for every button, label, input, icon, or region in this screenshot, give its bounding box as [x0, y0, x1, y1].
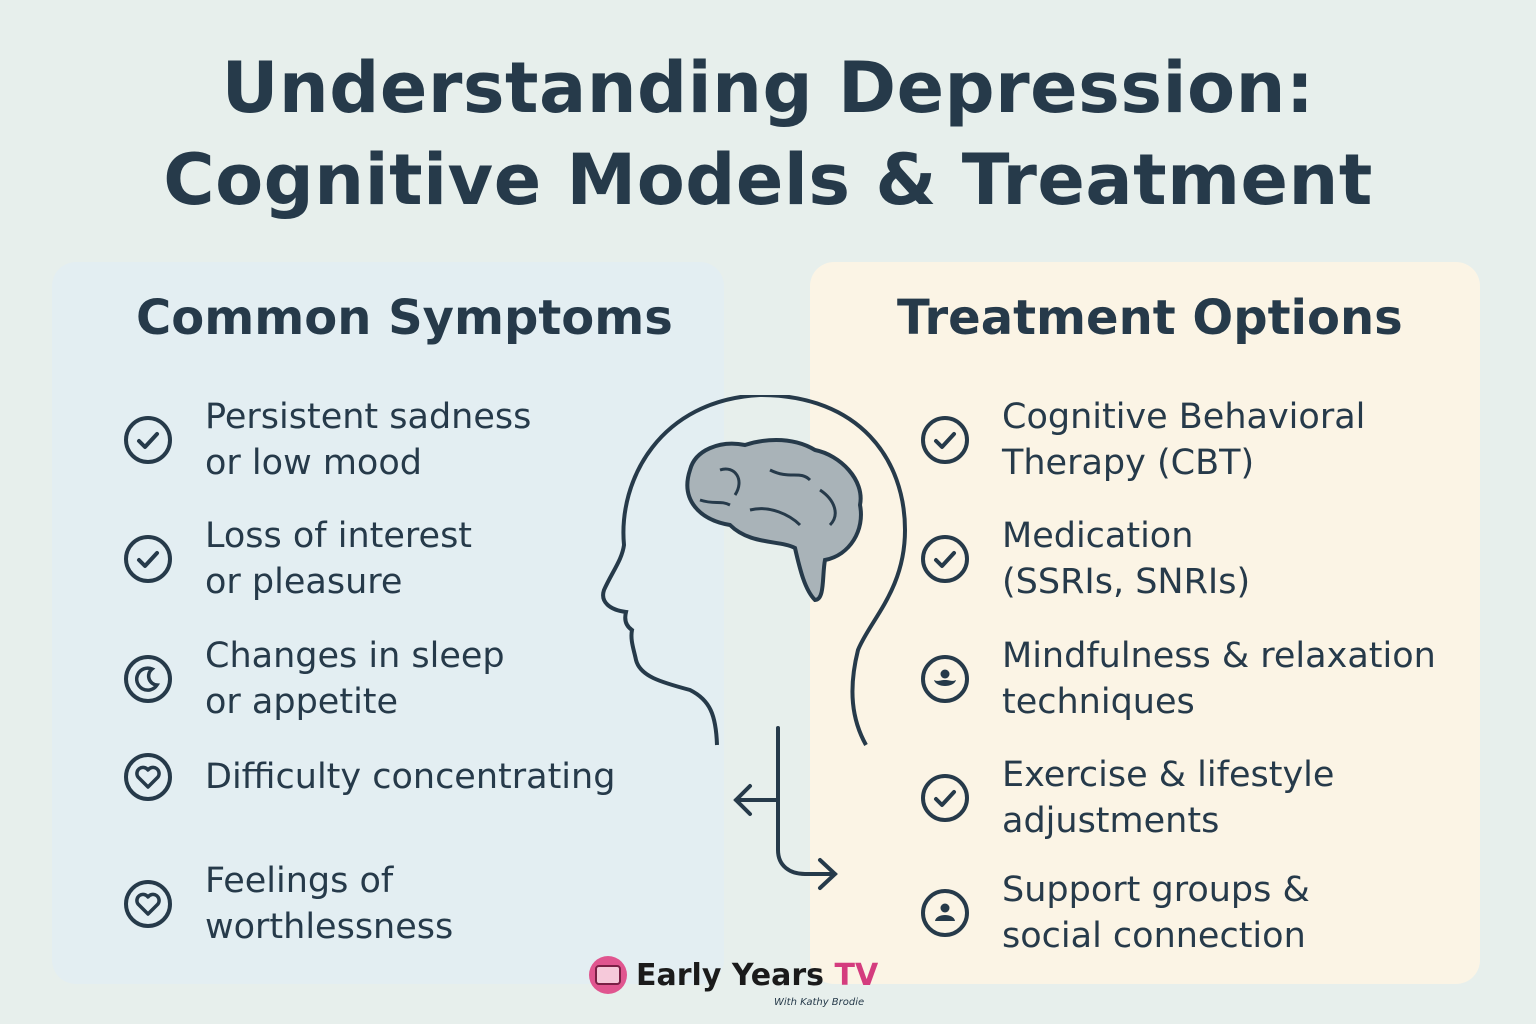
treatments-item: Support groups & social connection	[920, 867, 1310, 959]
item-line-1: Changes in sleep	[205, 636, 505, 676]
page-title: Understanding Depression: Cognitive Mode…	[0, 42, 1536, 226]
treatments-item: Mindfulness & relaxation techniques	[920, 633, 1436, 725]
logo-tv: TV	[834, 957, 879, 993]
title-line-2: Cognitive Models & Treatment	[163, 139, 1373, 221]
meditation-circle-icon	[920, 654, 970, 704]
item-line-2: or low mood	[205, 443, 422, 483]
logo-name: Early Years	[636, 957, 825, 993]
item-line-2: adjustments	[1002, 801, 1220, 841]
moon-circle-icon	[123, 654, 173, 704]
check-circle-icon	[920, 534, 970, 584]
item-line-1: Exercise & lifestyle	[1002, 755, 1335, 795]
head-outline-icon	[601, 395, 908, 746]
item-line-2: or pleasure	[205, 562, 403, 602]
check-circle-icon	[920, 773, 970, 823]
treatments-heading: Treatment Options	[897, 290, 1403, 346]
head-brain-illustration	[601, 395, 908, 890]
symptoms-item: Difficulty concentrating	[123, 752, 615, 802]
flow-arrow-icon	[733, 726, 838, 890]
item-line-2: (SSRIs, SNRIs)	[1002, 562, 1251, 602]
heart-circle-icon	[123, 879, 173, 929]
check-circle-icon	[123, 534, 173, 584]
title-line-1: Understanding Depression:	[221, 47, 1315, 129]
treatments-item: Medication (SSRIs, SNRIs)	[920, 513, 1250, 605]
item-line-2: worthlessness	[205, 907, 454, 947]
item-line-1: Difficulty concentrating	[205, 757, 616, 797]
item-line-2: techniques	[1002, 682, 1195, 722]
symptoms-item: Loss of interest or pleasure	[123, 513, 472, 605]
brain-icon	[685, 438, 863, 603]
item-line-1: Support groups &	[1002, 870, 1310, 910]
treatments-item: Cognitive Behavioral Therapy (CBT)	[920, 394, 1365, 486]
early-years-tv-logo: Early Years TV With Kathy Brodie	[588, 955, 879, 1008]
symptoms-item: Changes in sleep or appetite	[123, 633, 505, 725]
item-line-1: Persistent sadness	[205, 397, 532, 437]
symptoms-heading: Common Symptoms	[136, 290, 673, 346]
item-line-1: Medication	[1002, 516, 1194, 556]
symptoms-item: Feelings of worthlessness	[123, 858, 453, 950]
item-line-2: Therapy (CBT)	[1002, 443, 1255, 483]
item-line-1: Feelings of	[205, 861, 394, 901]
check-circle-icon	[123, 415, 173, 465]
item-line-1: Cognitive Behavioral	[1002, 397, 1366, 437]
tv-logo-icon	[589, 956, 627, 994]
symptoms-panel	[52, 262, 724, 984]
logo-subtitle: With Kathy Brodie	[774, 997, 865, 1008]
item-line-1: Loss of interest	[205, 516, 473, 556]
item-line-1: Mindfulness & relaxation	[1002, 636, 1436, 676]
item-line-2: or appetite	[205, 682, 399, 722]
treatments-item: Exercise & lifestyle adjustments	[920, 752, 1334, 844]
treatments-panel	[810, 262, 1480, 984]
check-circle-icon	[920, 415, 970, 465]
heart-circle-icon	[123, 752, 173, 802]
symptoms-item: Persistent sadness or low mood	[123, 394, 531, 486]
person-circle-icon	[920, 888, 970, 938]
item-line-2: social connection	[1002, 916, 1306, 956]
